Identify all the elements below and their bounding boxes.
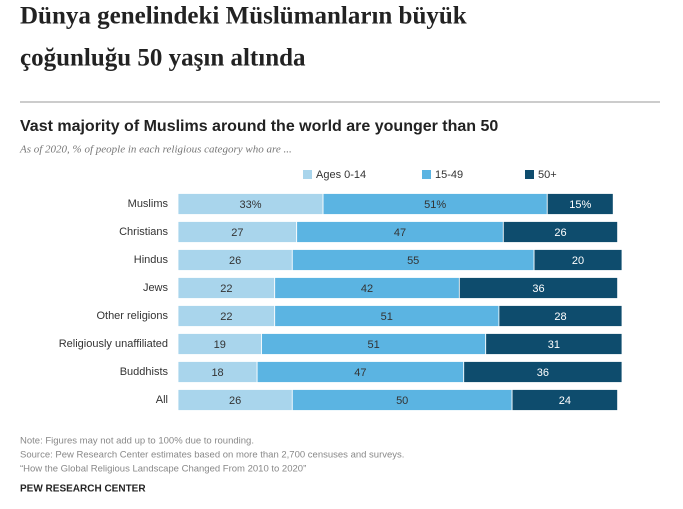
- bar-segment: [511, 389, 619, 411]
- bar-segment: [533, 249, 623, 271]
- value-label: 42: [361, 283, 373, 295]
- category-label: Hindus: [134, 254, 169, 266]
- value-label: 26: [229, 395, 241, 407]
- category-label: Buddhists: [120, 366, 169, 378]
- value-label: 27: [231, 227, 243, 239]
- value-label: 51: [367, 339, 379, 351]
- value-label: 36: [537, 367, 549, 379]
- category-label: Christians: [119, 226, 168, 238]
- value-label: 24: [559, 395, 571, 407]
- legend-label: 15-49: [435, 169, 463, 181]
- note: Note: Figures may not add up to 100% due…: [20, 436, 254, 447]
- category-label: Religiously unaffiliated: [59, 338, 168, 350]
- legend-swatch: [422, 170, 431, 179]
- chart-title: Vast majority of Muslims around the worl…: [20, 118, 498, 135]
- note: Source: Pew Research Center estimates ba…: [20, 450, 404, 461]
- value-label: 19: [214, 339, 226, 351]
- legend-swatch: [525, 170, 534, 179]
- bar-segment: [546, 193, 614, 215]
- value-label: 31: [548, 339, 560, 351]
- value-label: 18: [211, 367, 223, 379]
- value-label: 55: [407, 255, 419, 267]
- category-label: Muslims: [128, 198, 169, 210]
- bar-segment: [458, 277, 619, 299]
- value-label: 33%: [240, 199, 262, 211]
- bar-segment: [502, 221, 619, 243]
- category-label: All: [156, 394, 168, 406]
- bar-segment: [463, 361, 623, 383]
- value-label: 20: [572, 255, 584, 267]
- value-label: 26: [554, 227, 566, 239]
- bar-segment: [485, 333, 623, 355]
- brand: PEW RESEARCH CENTER: [20, 484, 146, 495]
- value-label: 50: [396, 395, 408, 407]
- value-label: 47: [394, 227, 406, 239]
- value-label: 26: [229, 255, 241, 267]
- category-label: Other religions: [96, 310, 168, 322]
- value-label: 15%: [569, 199, 591, 211]
- note: “How the Global Religious Landscape Chan…: [20, 464, 306, 475]
- legend-label: 50+: [538, 169, 557, 181]
- value-label: 51%: [424, 199, 446, 211]
- legend-swatch: [303, 170, 312, 179]
- value-label: 22: [220, 283, 232, 295]
- headline: Dünya genelindeki Müslümanların büyük: [20, 3, 467, 30]
- value-label: 51: [381, 311, 393, 323]
- headline: çoğunluğu 50 yaşın altında: [20, 45, 306, 72]
- category-label: Jews: [143, 282, 169, 294]
- legend-label: Ages 0-14: [316, 169, 366, 181]
- value-label: 22: [220, 311, 232, 323]
- chart-subtitle: As of 2020, % of people in each religiou…: [19, 144, 292, 156]
- value-label: 36: [532, 283, 544, 295]
- value-label: 47: [354, 367, 366, 379]
- value-label: 28: [554, 311, 566, 323]
- bar-segment: [498, 305, 623, 327]
